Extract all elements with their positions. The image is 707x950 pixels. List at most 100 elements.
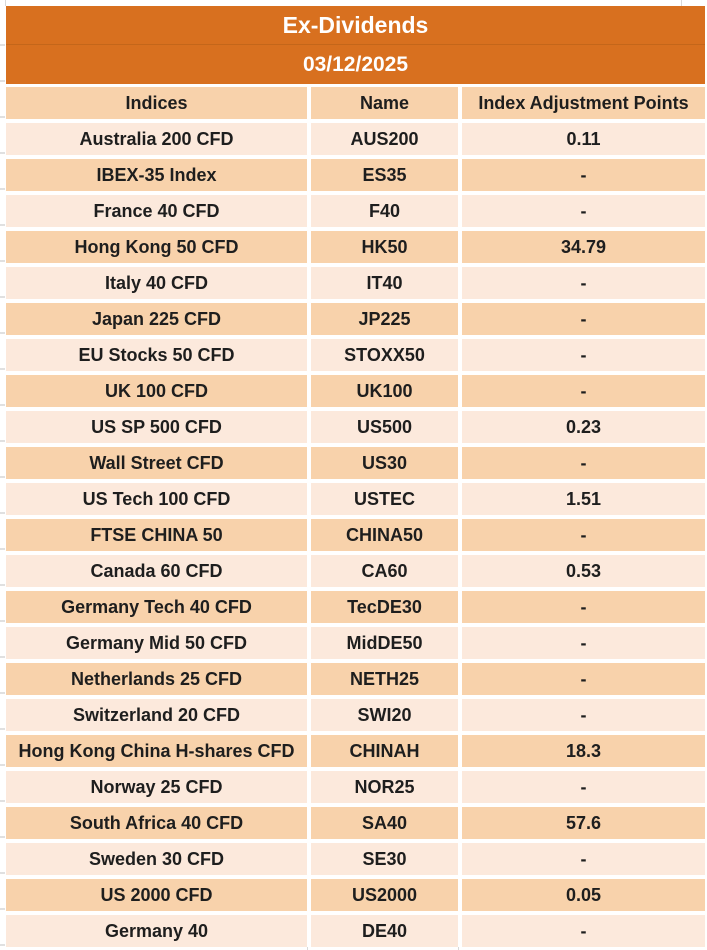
name-cell: F40 (307, 195, 458, 227)
column-header-index-adjustment-points: Index Adjustment Points (458, 87, 705, 119)
points-cell: 0.23 (458, 411, 705, 443)
column-header-name: Name (307, 87, 458, 119)
indices-cell: Canada 60 CFD (90, 560, 223, 581)
table-row: US Tech 100 CFD USTEC 1.51 (6, 479, 705, 515)
gridline-tick (5, 0, 6, 6)
name-cell: SE30 (307, 843, 458, 875)
table-date-text: 03/12/2025 (302, 52, 409, 76)
indices-cell: South Africa 40 CFD (69, 812, 244, 833)
indices-cell: Germany Mid 50 CFD (65, 632, 248, 653)
table-row: Australia 200 CFD AUS200 0.11 (6, 119, 705, 155)
name-cell: US2000 (307, 879, 458, 911)
table-row: France 40 CFD F40- (6, 191, 705, 227)
indices-cell: Germany Tech 40 CFD (61, 596, 252, 617)
table-row: Italy 40 CFD IT40- (6, 263, 705, 299)
points-cell: - (458, 447, 705, 479)
table-row: FTSE CHINA 50 CHINA50- (6, 515, 705, 551)
column-header-indices: Indices (125, 92, 188, 113)
name-cell: DE40 (307, 915, 458, 947)
points-cell: - (458, 267, 705, 299)
name-cell: USTEC (307, 483, 458, 515)
points-cell: 57.6 (458, 807, 705, 839)
indices-cell: US 2000 CFD (100, 884, 213, 905)
points-cell: - (458, 375, 705, 407)
gridline-tick (681, 0, 682, 6)
table-row: Germany Mid 50 CFD MidDE50- (6, 623, 705, 659)
indices-cell: Hong Kong China H-shares CFD (18, 740, 295, 761)
name-cell: MidDE50 (307, 627, 458, 659)
indices-cell: IBEX-35 Index (96, 164, 217, 185)
table-title-text: Ex-Dividends (282, 11, 429, 38)
indices-cell: Hong Kong 50 CFD (74, 236, 239, 257)
points-cell: - (458, 915, 705, 947)
points-cell: - (458, 339, 705, 371)
points-cell: - (458, 591, 705, 623)
table-row: Germany Tech 40 CFD TecDE30- (6, 587, 705, 623)
name-cell: CA60 (307, 555, 458, 587)
table-date: 03/12/2025 (6, 44, 705, 84)
table-row: Japan 225 CFD JP225- (6, 299, 705, 335)
name-cell: IT40 (307, 267, 458, 299)
points-cell: - (458, 843, 705, 875)
table-row: EU Stocks 50 CFD STOXX50- (6, 335, 705, 371)
name-cell: AUS200 (307, 123, 458, 155)
name-cell: CHINAH (307, 735, 458, 767)
indices-cell: Sweden 30 CFD (88, 848, 225, 869)
table-row: Switzerland 20 CFD SWI20- (6, 695, 705, 731)
points-cell: - (458, 771, 705, 803)
indices-cell: UK 100 CFD (104, 380, 209, 401)
table-row: Hong Kong 50 CFD HK50 34.79 (6, 227, 705, 263)
gridline-ticks-left-margin (0, 44, 5, 947)
points-cell: - (458, 159, 705, 191)
indices-cell: Australia 200 CFD (79, 128, 234, 149)
name-cell: NOR25 (307, 771, 458, 803)
points-cell: 0.11 (458, 123, 705, 155)
points-cell: 18.3 (458, 735, 705, 767)
indices-cell: France 40 CFD (93, 200, 220, 221)
name-cell: US30 (307, 447, 458, 479)
table-title: Ex-Dividends (6, 6, 705, 44)
points-cell: - (458, 627, 705, 659)
table-row: IBEX-35 Index ES35- (6, 155, 705, 191)
table-row: US SP 500 CFD US500 0.23 (6, 407, 705, 443)
points-cell: - (458, 699, 705, 731)
points-cell: 0.05 (458, 879, 705, 911)
name-cell: UK100 (307, 375, 458, 407)
name-cell: HK50 (307, 231, 458, 263)
table-row: Netherlands 25 CFD NETH25- (6, 659, 705, 695)
indices-cell: Italy 40 CFD (104, 272, 209, 293)
table-row: US 2000 CFD US2000 0.05 (6, 875, 705, 911)
name-cell: US500 (307, 411, 458, 443)
gridline-tick (458, 945, 459, 950)
points-cell: 34.79 (458, 231, 705, 263)
points-cell: - (458, 303, 705, 335)
table-row: UK 100 CFD UK100- (6, 371, 705, 407)
indices-cell: Wall Street CFD (89, 452, 224, 473)
name-cell: SA40 (307, 807, 458, 839)
points-cell: - (458, 663, 705, 695)
points-cell: - (458, 519, 705, 551)
table-row: Canada 60 CFD CA60 0.53 (6, 551, 705, 587)
indices-cell: Germany 40 (104, 920, 209, 941)
table-row: Sweden 30 CFD SE30- (6, 839, 705, 875)
indices-cell: FTSE CHINA 50 (90, 524, 223, 545)
name-cell: NETH25 (307, 663, 458, 695)
name-cell: CHINA50 (307, 519, 458, 551)
column-header-row: Indices Name Index Adjustment Points (6, 84, 705, 119)
table-row: Germany 40 DE40- (6, 911, 705, 947)
indices-cell: Switzerland 20 CFD (72, 704, 241, 725)
gridline-tick (307, 945, 308, 950)
table-row: South Africa 40 CFD SA40 57.6 (6, 803, 705, 839)
name-cell: TecDE30 (307, 591, 458, 623)
table-row: Wall Street CFD US30- (6, 443, 705, 479)
points-cell: - (458, 195, 705, 227)
name-cell: ES35 (307, 159, 458, 191)
indices-cell: US Tech 100 CFD (82, 488, 231, 509)
points-cell: 1.51 (458, 483, 705, 515)
indices-cell: EU Stocks 50 CFD (78, 344, 235, 365)
name-cell: STOXX50 (307, 339, 458, 371)
table-row: Norway 25 CFD NOR25- (6, 767, 705, 803)
indices-cell: US SP 500 CFD (91, 416, 222, 437)
points-cell: 0.53 (458, 555, 705, 587)
